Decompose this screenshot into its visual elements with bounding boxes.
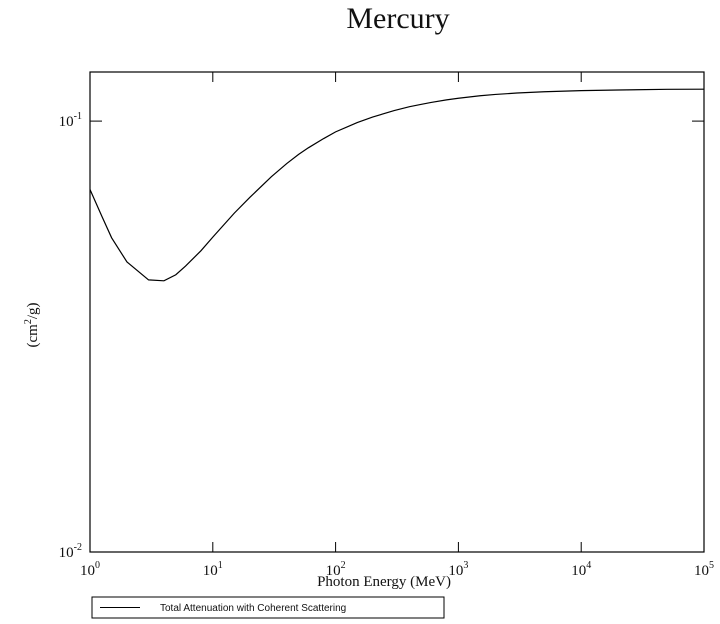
plot-frame (89, 71, 705, 553)
legend: Total Attenuation with Coherent Scatteri… (91, 596, 445, 619)
x-tick-label: 102 (326, 560, 346, 579)
x-tick-label: 100 (80, 560, 100, 579)
x-tick-label: 104 (571, 560, 591, 579)
y-tick-label: 10-2 (59, 542, 82, 561)
chart-title: Mercury (346, 2, 449, 35)
y-tick-label: 10-1 (59, 111, 82, 130)
x-tick-label: 103 (448, 560, 468, 579)
y-axis-label: (cm2/g) (23, 303, 41, 348)
y-axis-ticks: 10-2 10-1 (59, 111, 704, 561)
series-line (89, 88, 705, 282)
x-axis-label: Photon Energy (MeV) (317, 574, 451, 590)
x-tick-label: 101 (203, 560, 223, 579)
x-axis-ticks: 100 101 102 103 104 105 (80, 72, 714, 579)
x-tick-label: 105 (694, 560, 714, 579)
legend-label: Total Attenuation with Coherent Scatteri… (160, 603, 346, 614)
legend-box (91, 596, 445, 619)
